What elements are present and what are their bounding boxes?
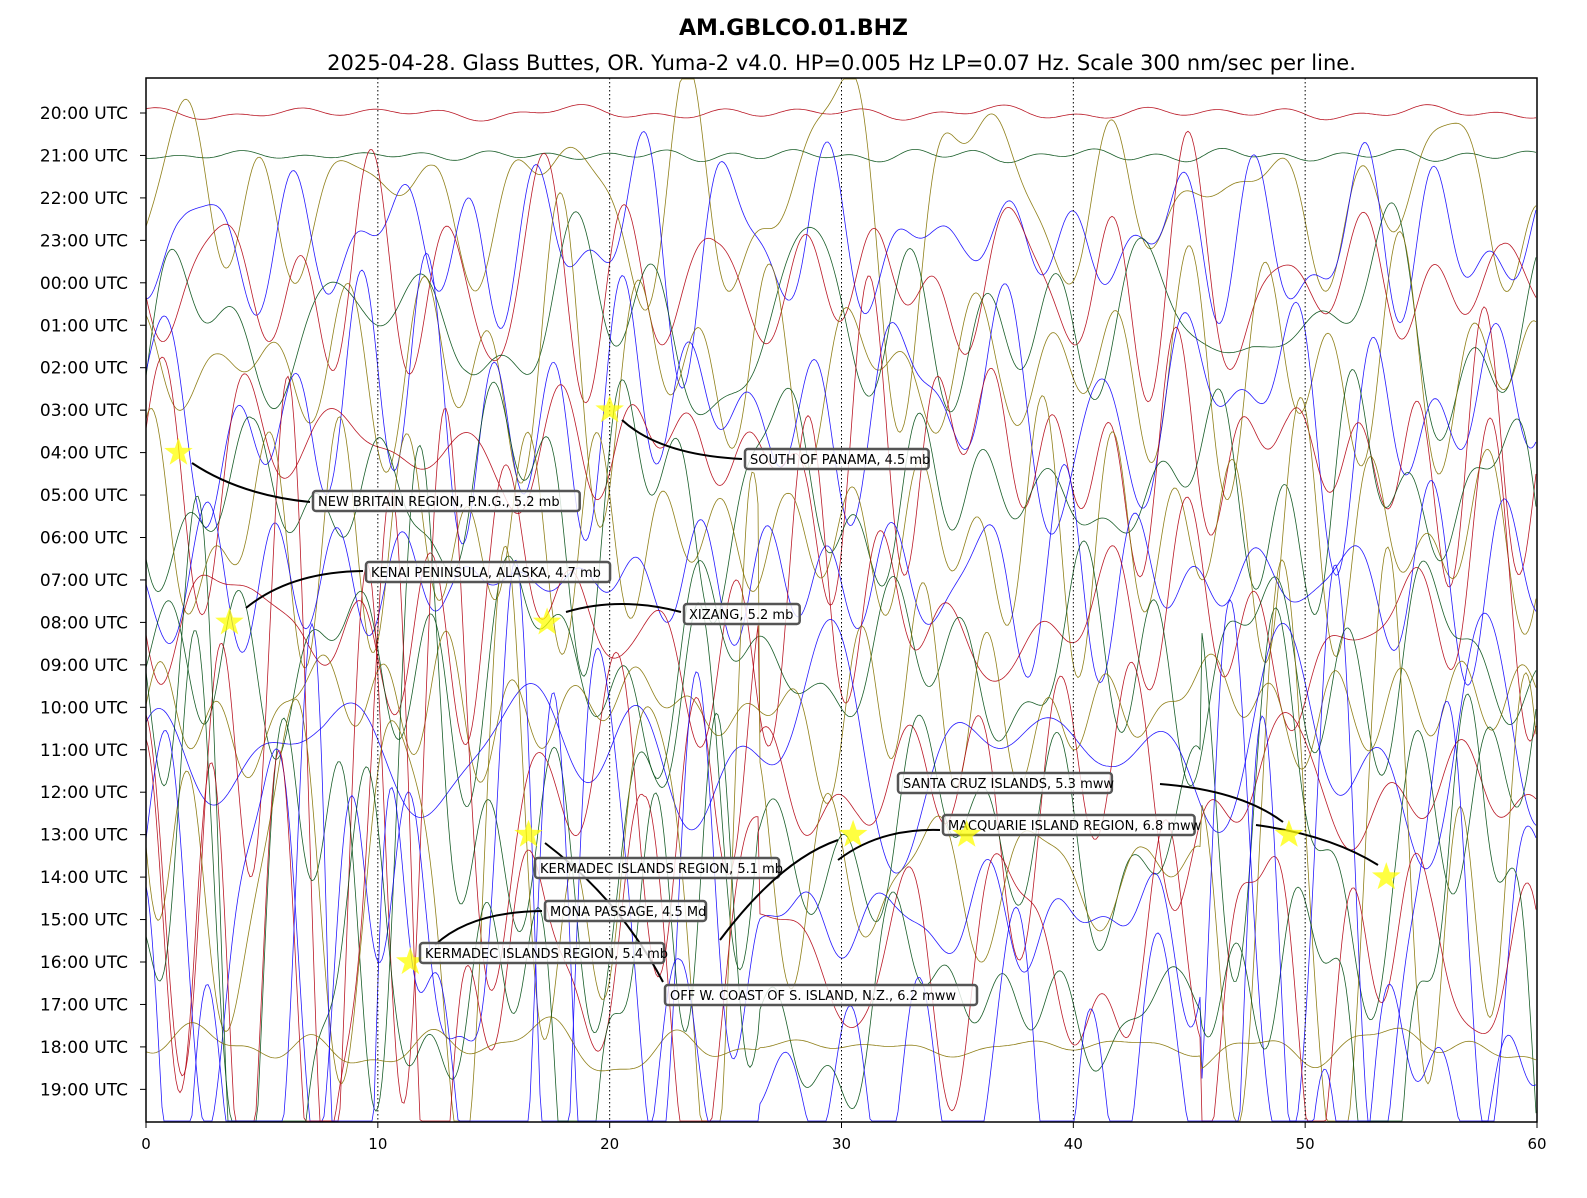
y-tick-label: 22:00 UTC (40, 189, 128, 209)
y-tick-label: 20:00 UTC (40, 104, 128, 124)
event-star-icon (952, 819, 981, 847)
event-label: KENAI PENINSULA, ALASKA, 4.7 mb (371, 566, 601, 581)
y-tick-label: 13:00 UTC (40, 826, 128, 846)
event-star-icon (1274, 819, 1304, 847)
event-connector (245, 570, 364, 609)
y-tick-label: 14:00 UTC (40, 868, 128, 888)
y-tick-label: 19:00 UTC (40, 1080, 128, 1100)
event-label-box (311, 489, 581, 513)
event-label-box (364, 560, 612, 584)
event-connector (434, 910, 543, 946)
event-label-box (543, 899, 708, 923)
y-tick-label: 10:00 UTC (40, 698, 128, 718)
y-tick-label: 16:00 UTC (40, 953, 128, 973)
event-label-box (418, 941, 666, 965)
ticks-group: 0 10 20 30 40 50 60 20:00 UTC 21:00 UTC 22:00 UTC… (40, 104, 1547, 1153)
event-label: MACQUARIE ISLAND REGION, 6.8 mww (948, 819, 1202, 834)
y-tick-label: 00:00 UTC (40, 274, 128, 294)
x-tick-label: 10 (368, 1135, 387, 1153)
x-tick-label: 0 (141, 1135, 151, 1153)
event-label: MONA PASSAGE, 4.5 Md (550, 905, 706, 920)
trace-line (146, 630, 1537, 1122)
event-label: KERMADEC ISLANDS REGION, 5.1 mb (540, 862, 783, 877)
event-label-box (941, 813, 1196, 837)
event-connector (621, 419, 743, 460)
event-label-box (682, 602, 801, 626)
event-star-icon (514, 819, 543, 847)
event-connector (1159, 783, 1284, 823)
event-connector (565, 603, 682, 613)
event-label-box (896, 771, 1114, 795)
y-tick-label: 21:00 UTC (40, 146, 128, 166)
x-tick-label: 30 (832, 1135, 851, 1153)
event-connector (837, 828, 941, 861)
event-label: SOUTH OF PANAMA, 4.5 mb (750, 453, 930, 468)
y-tick-label: 12:00 UTC (40, 783, 128, 803)
event-label: SANTA CRUZ ISLANDS, 5.3 mww (903, 777, 1114, 792)
y-tick-label: 05:00 UTC (40, 486, 128, 506)
y-tick-label: 08:00 UTC (40, 613, 128, 633)
event-connector (719, 839, 839, 941)
event-label: NEW BRITAIN REGION, P.N.G., 5.2 mb (318, 495, 560, 510)
trace-line (146, 415, 1537, 748)
annotations-group: NEW BRITAIN REGION, P.N.G., 5.2 mb SOUTH … (164, 395, 1401, 1007)
grid-group (377, 78, 1306, 1122)
y-tick-label: 17:00 UTC (40, 995, 128, 1015)
trace-line (146, 559, 1537, 1122)
event-label-box (743, 447, 930, 471)
event-connector (191, 462, 311, 503)
event-star-icon (164, 437, 193, 465)
y-tick-label: 06:00 UTC (40, 529, 128, 549)
y-tick-label: 03:00 UTC (40, 401, 128, 421)
trace-line (146, 540, 1537, 807)
event-star-icon (1372, 862, 1401, 890)
x-tick-label: 50 (1296, 1135, 1315, 1153)
event-star-icon (532, 607, 562, 635)
event-star-icon (215, 607, 244, 635)
x-tick-label: 20 (600, 1135, 619, 1153)
trace-line (146, 471, 1537, 1122)
event-label-box (663, 983, 979, 1007)
y-tick-label: 07:00 UTC (40, 571, 128, 591)
event-label: KERMADEC ISLANDS REGION, 5.4 mb (425, 947, 668, 962)
chart-title: AM.GBLCO.01.BHZ (679, 16, 908, 41)
event-label-box (533, 856, 781, 880)
chart-subtitle: 2025-04-28. Glass Buttes, OR. Yuma-2 v4.… (327, 51, 1356, 75)
event-connector (1255, 824, 1379, 866)
trace-line (146, 1016, 1537, 1072)
y-tick-label: 11:00 UTC (40, 741, 128, 761)
y-tick-label: 23:00 UTC (40, 231, 128, 251)
trace-line (146, 104, 1537, 122)
plot-frame (145, 77, 1538, 1123)
x-tick-label: 40 (1064, 1135, 1083, 1153)
event-star-icon (396, 947, 425, 975)
y-tick-label: 01:00 UTC (40, 316, 128, 336)
event-star-icon (595, 395, 624, 423)
y-tick-label: 04:00 UTC (40, 444, 128, 464)
x-tick-label: 60 (1527, 1135, 1546, 1153)
y-tick-label: 02:00 UTC (40, 359, 128, 379)
event-label: OFF W. COAST OF S. ISLAND, N.Z., 6.2 mww (670, 989, 956, 1004)
y-tick-label: 15:00 UTC (40, 911, 128, 931)
y-tick-label: 18:00 UTC (40, 1038, 128, 1058)
y-tick-label: 09:00 UTC (40, 656, 128, 676)
event-label: XIZANG, 5.2 mb (689, 608, 793, 623)
event-star-icon (838, 819, 868, 847)
